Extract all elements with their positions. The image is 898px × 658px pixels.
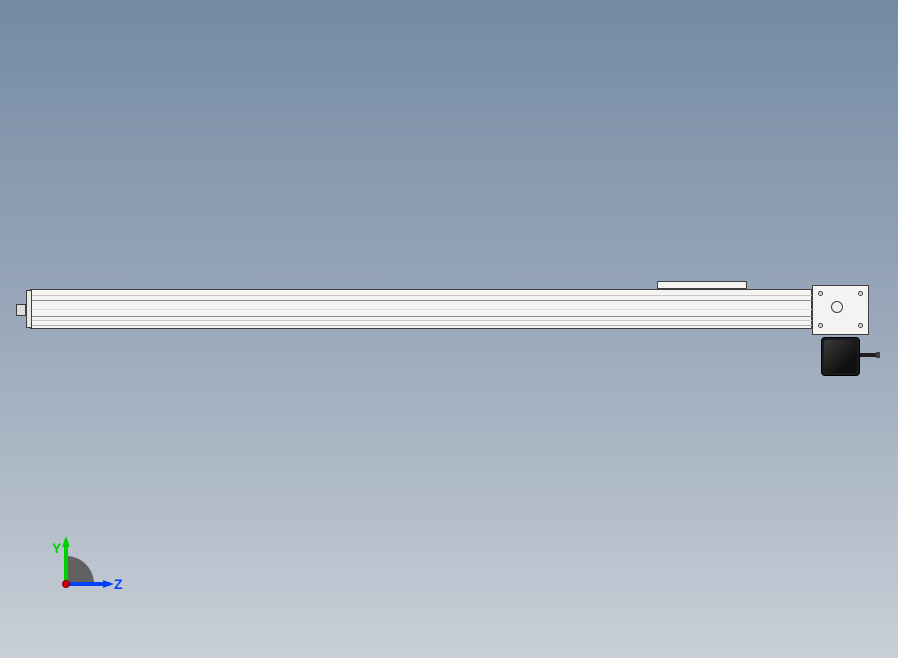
rail-groove	[30, 295, 812, 296]
motor-shaft[interactable]	[860, 353, 876, 357]
mount-bolt	[818, 323, 823, 328]
motor-shaft-tip	[876, 352, 880, 358]
motor-face	[824, 340, 857, 373]
mount-bolt	[858, 291, 863, 296]
triad-icon	[6, 524, 126, 644]
rail-groove	[30, 320, 812, 321]
view-triad[interactable]: Y Z	[6, 524, 126, 644]
stepper-motor[interactable]	[821, 337, 860, 376]
rail-groove	[30, 309, 812, 310]
left-end-cap[interactable]	[26, 290, 32, 328]
plate-center-bore	[831, 301, 843, 313]
mount-bolt	[818, 291, 823, 296]
rail-groove	[30, 300, 812, 301]
rail-groove	[30, 316, 812, 317]
carriage-block[interactable]	[657, 281, 747, 289]
mount-bolt	[858, 323, 863, 328]
cad-viewport[interactable]: Y Z	[0, 0, 898, 658]
rail-groove	[30, 325, 812, 326]
left-end-tab[interactable]	[16, 304, 26, 316]
